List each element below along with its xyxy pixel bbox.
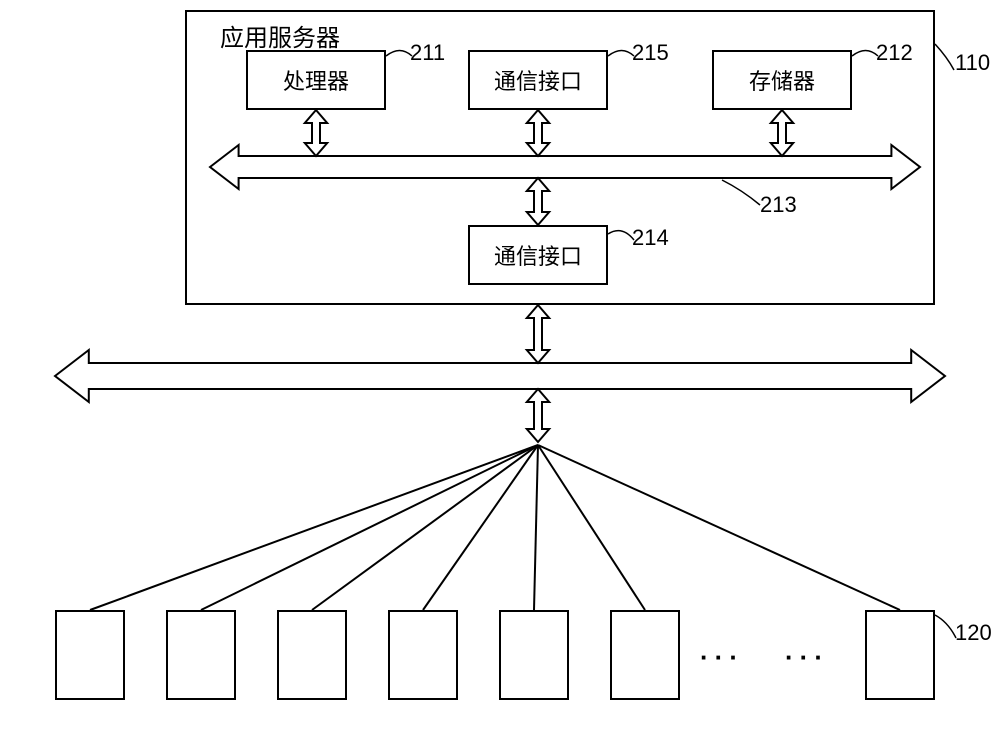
memory-block: 存储器: [712, 50, 852, 110]
client-box: [865, 610, 935, 700]
processor-label: 处理器: [283, 64, 349, 96]
client-box: [166, 610, 236, 700]
architecture-diagram: 应用服务器 处理器 通信接口 存储器 通信接口 110 211 215 212 …: [0, 0, 1000, 740]
comm-if-bottom-block: 通信接口: [468, 225, 608, 285]
processor-block: 处理器: [246, 50, 386, 110]
ref-213: 213: [760, 192, 797, 218]
ref-212: 212: [876, 40, 913, 66]
client-box: [55, 610, 125, 700]
ellipsis: ···: [785, 642, 829, 673]
ref-110: 110: [955, 50, 990, 76]
ref-215: 215: [632, 40, 669, 66]
ref-214: 214: [632, 225, 669, 251]
comm-if-top-label: 通信接口: [494, 64, 582, 96]
client-box: [277, 610, 347, 700]
ref-211: 211: [410, 40, 445, 66]
comm-if-top-block: 通信接口: [468, 50, 608, 110]
client-box: [499, 610, 569, 700]
client-box: [388, 610, 458, 700]
ellipsis: ···: [700, 642, 744, 673]
memory-label: 存储器: [749, 64, 815, 96]
comm-if-bottom-label: 通信接口: [494, 239, 582, 271]
client-box: [610, 610, 680, 700]
server-title: 应用服务器: [220, 18, 340, 53]
ref-120: 120: [955, 620, 992, 646]
